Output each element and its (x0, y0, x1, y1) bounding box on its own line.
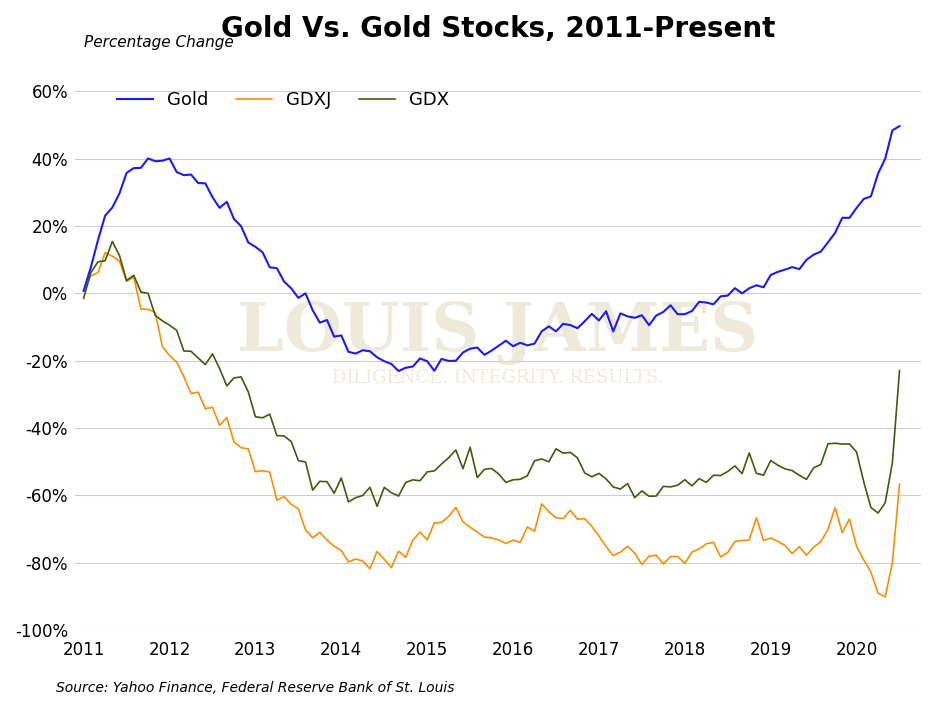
GDXJ (193, 388, 204, 397)
GDX (872, 509, 884, 517)
Text: Source: Yahoo Finance, Federal Reserve Bank of St. Louis: Source: Yahoo Finance, Federal Reserve B… (56, 681, 455, 695)
Gold (393, 367, 404, 376)
GDX (350, 494, 361, 502)
GDXJ (579, 515, 591, 523)
Gold (894, 122, 905, 131)
GDXJ (271, 496, 283, 505)
Gold (801, 256, 812, 264)
GDX (193, 354, 204, 362)
GDX (78, 294, 89, 303)
GDX (579, 469, 591, 477)
Line: GDXJ: GDXJ (83, 253, 899, 597)
Line: Gold: Gold (83, 126, 899, 371)
Text: DILIGENCE. INTEGRITY. RESULTS.: DILIGENCE. INTEGRITY. RESULTS. (332, 369, 664, 387)
Gold (386, 359, 397, 368)
Line: GDX: GDX (83, 241, 899, 513)
GDX (801, 475, 812, 484)
GDXJ (894, 479, 905, 488)
Gold (78, 286, 89, 295)
Legend: Gold, GDXJ, GDX: Gold, GDXJ, GDX (110, 84, 457, 117)
GDXJ (78, 287, 89, 296)
GDXJ (350, 555, 361, 563)
GDX (271, 432, 283, 440)
Text: Percentage Change: Percentage Change (83, 35, 233, 50)
Gold (343, 347, 354, 356)
Text: LOUIS JAMES: LOUIS JAMES (238, 300, 759, 365)
Gold (264, 263, 275, 272)
GDX (107, 237, 118, 246)
Gold (579, 317, 591, 326)
GDXJ (99, 249, 110, 257)
Title: Gold Vs. Gold Stocks, 2011-Present: Gold Vs. Gold Stocks, 2011-Present (221, 15, 775, 43)
GDXJ (801, 551, 812, 559)
Gold (185, 171, 197, 179)
GDX (393, 492, 404, 501)
GDX (894, 366, 905, 375)
GDXJ (393, 547, 404, 555)
GDXJ (880, 592, 891, 601)
